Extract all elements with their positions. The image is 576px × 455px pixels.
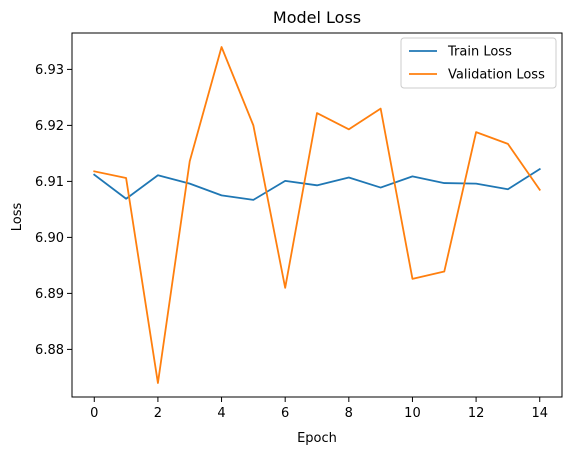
legend-box [400,37,557,89]
x-tick-label: 4 [217,406,225,421]
legend-label-0: Train Loss [447,45,512,60]
axes-frame [71,32,563,398]
y-axis-label: Loss [10,203,25,232]
y-tick-label: 6.90 [35,231,64,246]
x-tick-label: 0 [90,406,98,421]
plot-area: 0 2 4 6 8 10 12 14 6.88 6.89 6.90 6.91 6.92 6.93 [35,32,563,421]
y-tick-label: 6.89 [35,287,64,302]
x-tick-label: 6 [281,406,289,421]
y-tick-label: 6.93 [35,63,64,78]
legend-label-1: Validation Loss [448,68,545,83]
y-tick-label: 6.88 [35,343,64,358]
y-tick-label: 6.91 [35,175,64,190]
x-tick-label: 12 [468,406,485,421]
series-line-0 [93,167,541,201]
x-tick-label: 14 [531,406,548,421]
x-tick-label: 10 [404,406,421,421]
series-line-1 [93,46,541,384]
x-tick-label: 2 [154,406,162,421]
legend: Train Loss Validation Loss [400,37,557,89]
x-axis-label: Epoch [297,431,337,446]
y-tick-label: 6.92 [35,119,64,134]
x-tick-label: 8 [345,406,353,421]
chart-title: Model Loss [273,8,361,27]
